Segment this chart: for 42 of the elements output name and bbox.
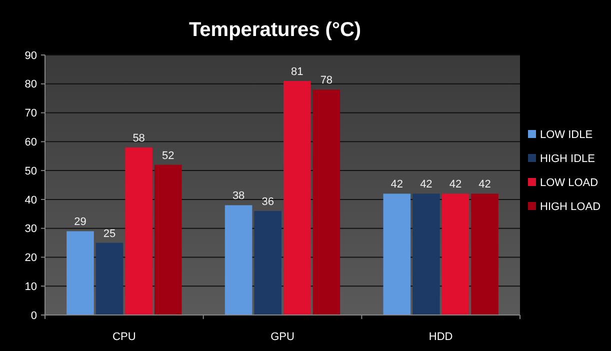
data-label: 42: [449, 178, 462, 191]
bar: [96, 242, 124, 315]
y-tick-label: 80: [24, 78, 37, 91]
y-tick-label: 20: [24, 252, 37, 264]
legend-label: LOW LOAD: [540, 176, 598, 189]
bar: [383, 194, 411, 315]
x-tick-label: CPU: [112, 331, 136, 343]
data-label: 29: [74, 216, 86, 228]
data-label: 38: [232, 190, 245, 202]
data-label: 36: [262, 196, 274, 208]
legend-label: LOW IDLE: [540, 128, 593, 141]
data-label: 81: [291, 66, 304, 78]
bar: [154, 164, 182, 315]
bar: [66, 231, 94, 315]
x-tick-label: HDD: [428, 331, 453, 343]
data-label: 42: [420, 178, 432, 191]
y-tick-label: 40: [24, 194, 37, 206]
data-label: 42: [478, 178, 491, 191]
y-tick-label: 30: [24, 223, 37, 236]
bar: [412, 194, 440, 315]
data-label: 58: [132, 132, 145, 144]
data-label: 42: [390, 178, 404, 191]
bar: [254, 211, 282, 315]
y-tick-label: 10: [24, 280, 37, 293]
bar: [224, 205, 252, 315]
data-label: 25: [103, 228, 116, 240]
data-label: 78: [320, 74, 333, 87]
y-tick-label: 90: [24, 50, 37, 62]
bar: [471, 194, 498, 315]
bar: [284, 81, 311, 315]
y-tick-label: 70: [24, 108, 37, 120]
y-tick-label: 60: [24, 136, 37, 149]
y-tick-label: 0: [30, 310, 37, 322]
bar: [442, 194, 470, 315]
chart-title: Temperatures (°C): [188, 19, 362, 41]
legend-label: HIGH LOAD: [540, 200, 601, 213]
data-label: 52: [162, 150, 174, 162]
y-tick-label: 50: [24, 165, 37, 178]
x-tick-label: GPU: [270, 331, 294, 343]
bar: [125, 147, 152, 315]
bar: [312, 90, 340, 315]
legend-label: HIGH IDLE: [540, 152, 596, 165]
